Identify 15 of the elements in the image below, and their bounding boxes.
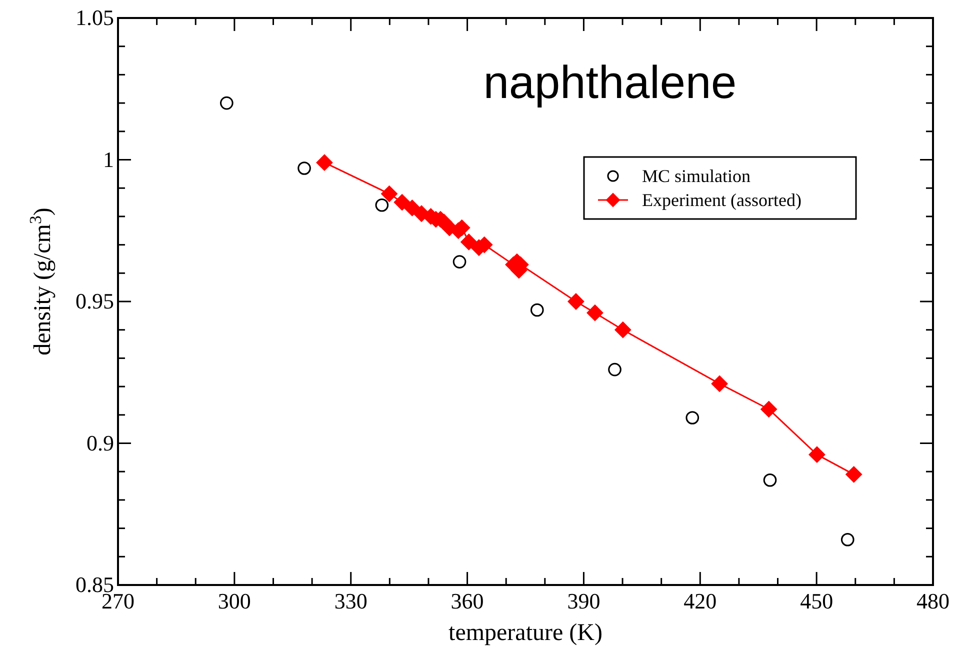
y-tick-label: 1.05 [76, 5, 114, 30]
y-tick-label: 0.95 [76, 288, 114, 314]
legend-label: MC simulation [642, 166, 751, 186]
text: naphthalene [483, 56, 737, 108]
x-tick-label: 390 [567, 588, 600, 614]
x-tick-label: 420 [684, 588, 717, 614]
x-tick-label: 480 [916, 588, 950, 614]
x-tick-label: 330 [334, 588, 368, 614]
x-axis-title: temperature (K) [448, 620, 602, 646]
y-tick-label: 0.9 [86, 430, 114, 456]
x-tick-label: 300 [218, 588, 251, 614]
x-tick-label: 450 [800, 588, 834, 614]
legend-label: Experiment (assorted) [642, 190, 802, 210]
x-tick-label: 360 [450, 588, 484, 614]
y-tick-label: 1 [103, 146, 114, 172]
